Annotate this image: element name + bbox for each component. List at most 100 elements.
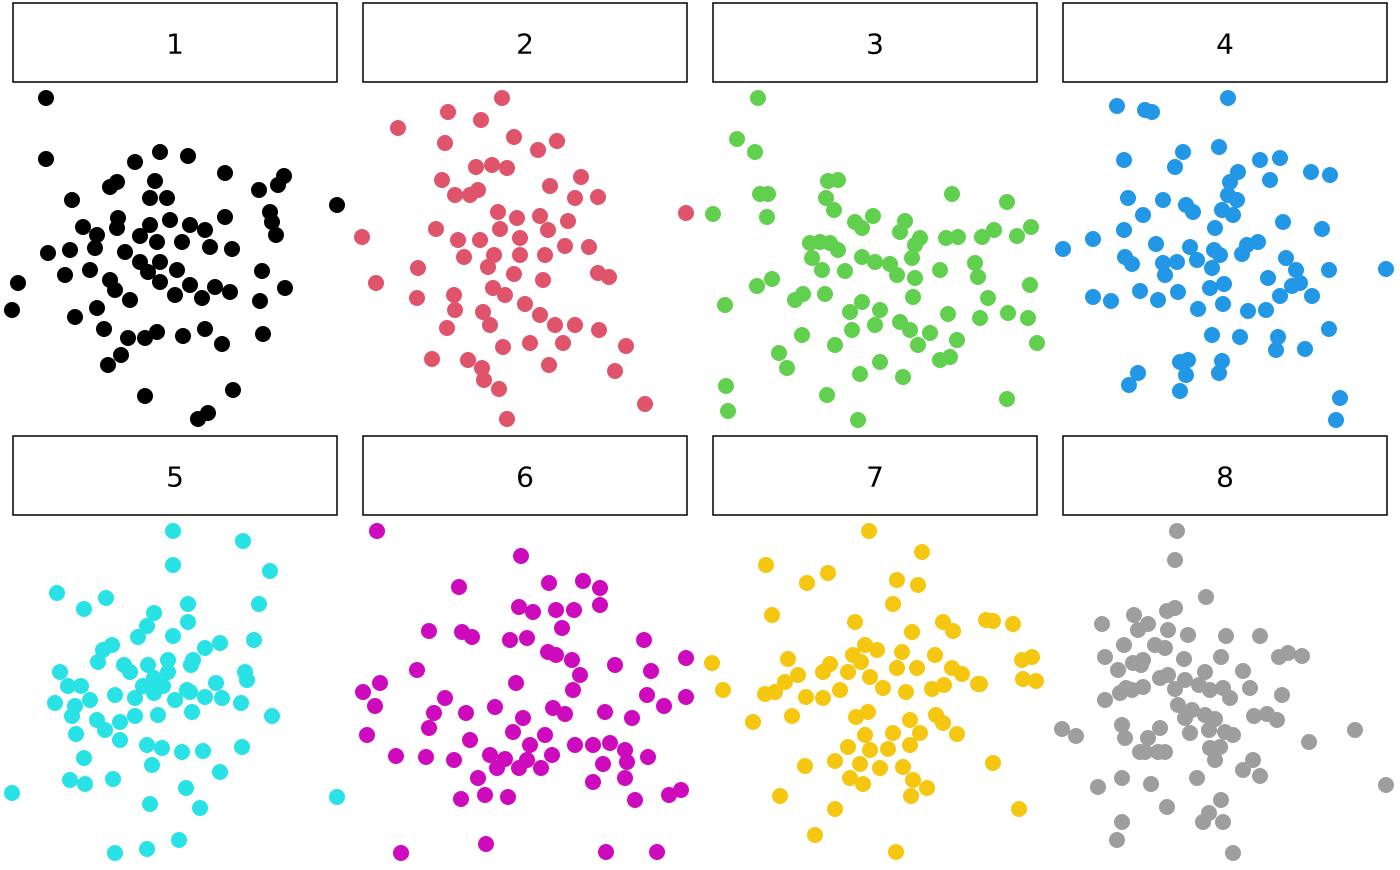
point [174,744,190,760]
panel: 1 [4,2,345,427]
point [1015,671,1031,687]
point [940,306,956,322]
point [222,284,238,300]
point [872,760,888,776]
point [500,789,516,805]
point [146,605,162,621]
point [1322,167,1338,183]
point [1054,721,1070,737]
point [1167,552,1183,568]
point [1103,293,1119,309]
point [585,737,601,753]
point [165,523,181,539]
point [127,154,143,170]
point [747,144,763,160]
point [472,232,488,248]
point [89,227,105,243]
point [535,272,551,288]
point [1185,204,1201,220]
point [82,692,98,708]
point [541,575,557,591]
point [912,725,928,741]
point [67,309,83,325]
point [502,632,518,648]
point [704,655,720,671]
point [1170,284,1186,300]
strip [1062,2,1388,83]
point [830,242,846,258]
point [1022,277,1038,293]
point [1272,288,1288,304]
point [120,330,136,346]
point [1201,722,1217,738]
point [867,254,883,270]
point [1085,289,1101,305]
point [885,725,901,741]
panel-title: 1 [166,28,184,61]
point [1190,301,1206,317]
point [393,845,409,861]
point [795,286,811,302]
point [251,596,267,612]
point [850,412,866,428]
point [898,684,914,700]
point [372,675,388,691]
point [178,780,194,796]
point [555,335,571,351]
point [564,652,580,668]
point [409,290,425,306]
point [705,206,721,222]
point [367,698,383,714]
point [537,727,553,743]
point [52,664,68,680]
point [847,614,863,630]
point [82,262,98,278]
point [618,338,634,354]
point [197,640,213,656]
point [497,287,513,303]
point [4,302,20,318]
point [1216,276,1232,292]
strip [12,435,338,516]
point [904,250,920,266]
point [907,237,923,253]
point [760,186,776,202]
point [532,208,548,224]
point [264,214,280,230]
point [512,247,528,263]
point [254,263,270,279]
point [113,347,129,363]
point [1202,682,1218,698]
panel-title: 3 [866,28,884,61]
point [970,269,986,285]
point [171,832,187,848]
point [867,317,883,333]
point [549,133,565,149]
point [1009,228,1025,244]
point [1197,664,1213,680]
point [1169,254,1185,270]
point [980,290,996,306]
point [1321,321,1337,337]
point [458,705,474,721]
point [533,760,549,776]
point [661,787,677,803]
point [1207,752,1223,768]
point [197,321,213,337]
point [239,672,255,688]
point [517,296,533,312]
point [1167,159,1183,175]
point [872,302,888,318]
point [268,227,284,243]
point [207,279,223,295]
point [889,660,905,676]
point [139,618,155,634]
point [194,290,210,306]
point [1085,231,1101,247]
point [1278,250,1294,266]
point [548,602,564,618]
point [1222,174,1238,190]
point [98,590,114,606]
point [486,247,502,263]
